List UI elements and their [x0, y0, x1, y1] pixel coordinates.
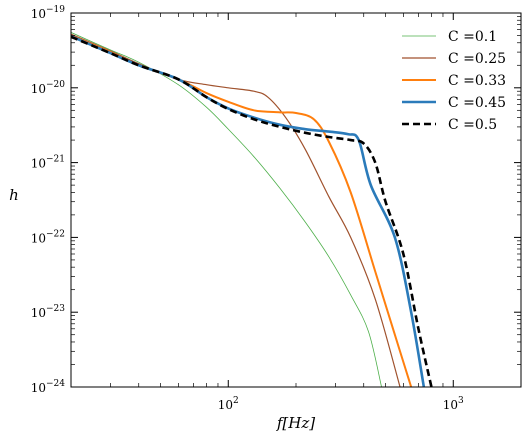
legend-label-0: C =0.1	[448, 29, 497, 45]
series-line-3	[71, 34, 426, 387]
series-line-4	[71, 35, 433, 387]
y-tick-label: 10−21	[31, 155, 65, 171]
legend-label-2: C =0.33	[448, 73, 506, 89]
series-layer	[71, 32, 433, 387]
y-tick-label: 10−20	[31, 80, 66, 96]
y-tick-label: 10−19	[31, 5, 66, 21]
y-tick-label: 10−24	[31, 379, 66, 395]
y-tick-label: 10−22	[31, 229, 65, 245]
x-tick-label: 102	[218, 396, 239, 412]
x-tick-label: 103	[443, 396, 464, 412]
plot-frame	[70, 12, 522, 388]
plot-area	[71, 13, 521, 387]
legend-label-1: C =0.25	[448, 51, 506, 67]
series-line-0	[71, 32, 382, 387]
x-axis-label: f[Hz]	[276, 414, 315, 432]
y-tick-label: 10−23	[31, 304, 66, 320]
legend-label-3: C =0.45	[448, 95, 506, 111]
legend-label-4: C =0.5	[448, 117, 497, 133]
y-axis-label: h	[9, 186, 19, 204]
legend: C =0.1 C =0.25 C =0.33 C =0.45 C =0.5	[402, 29, 506, 133]
